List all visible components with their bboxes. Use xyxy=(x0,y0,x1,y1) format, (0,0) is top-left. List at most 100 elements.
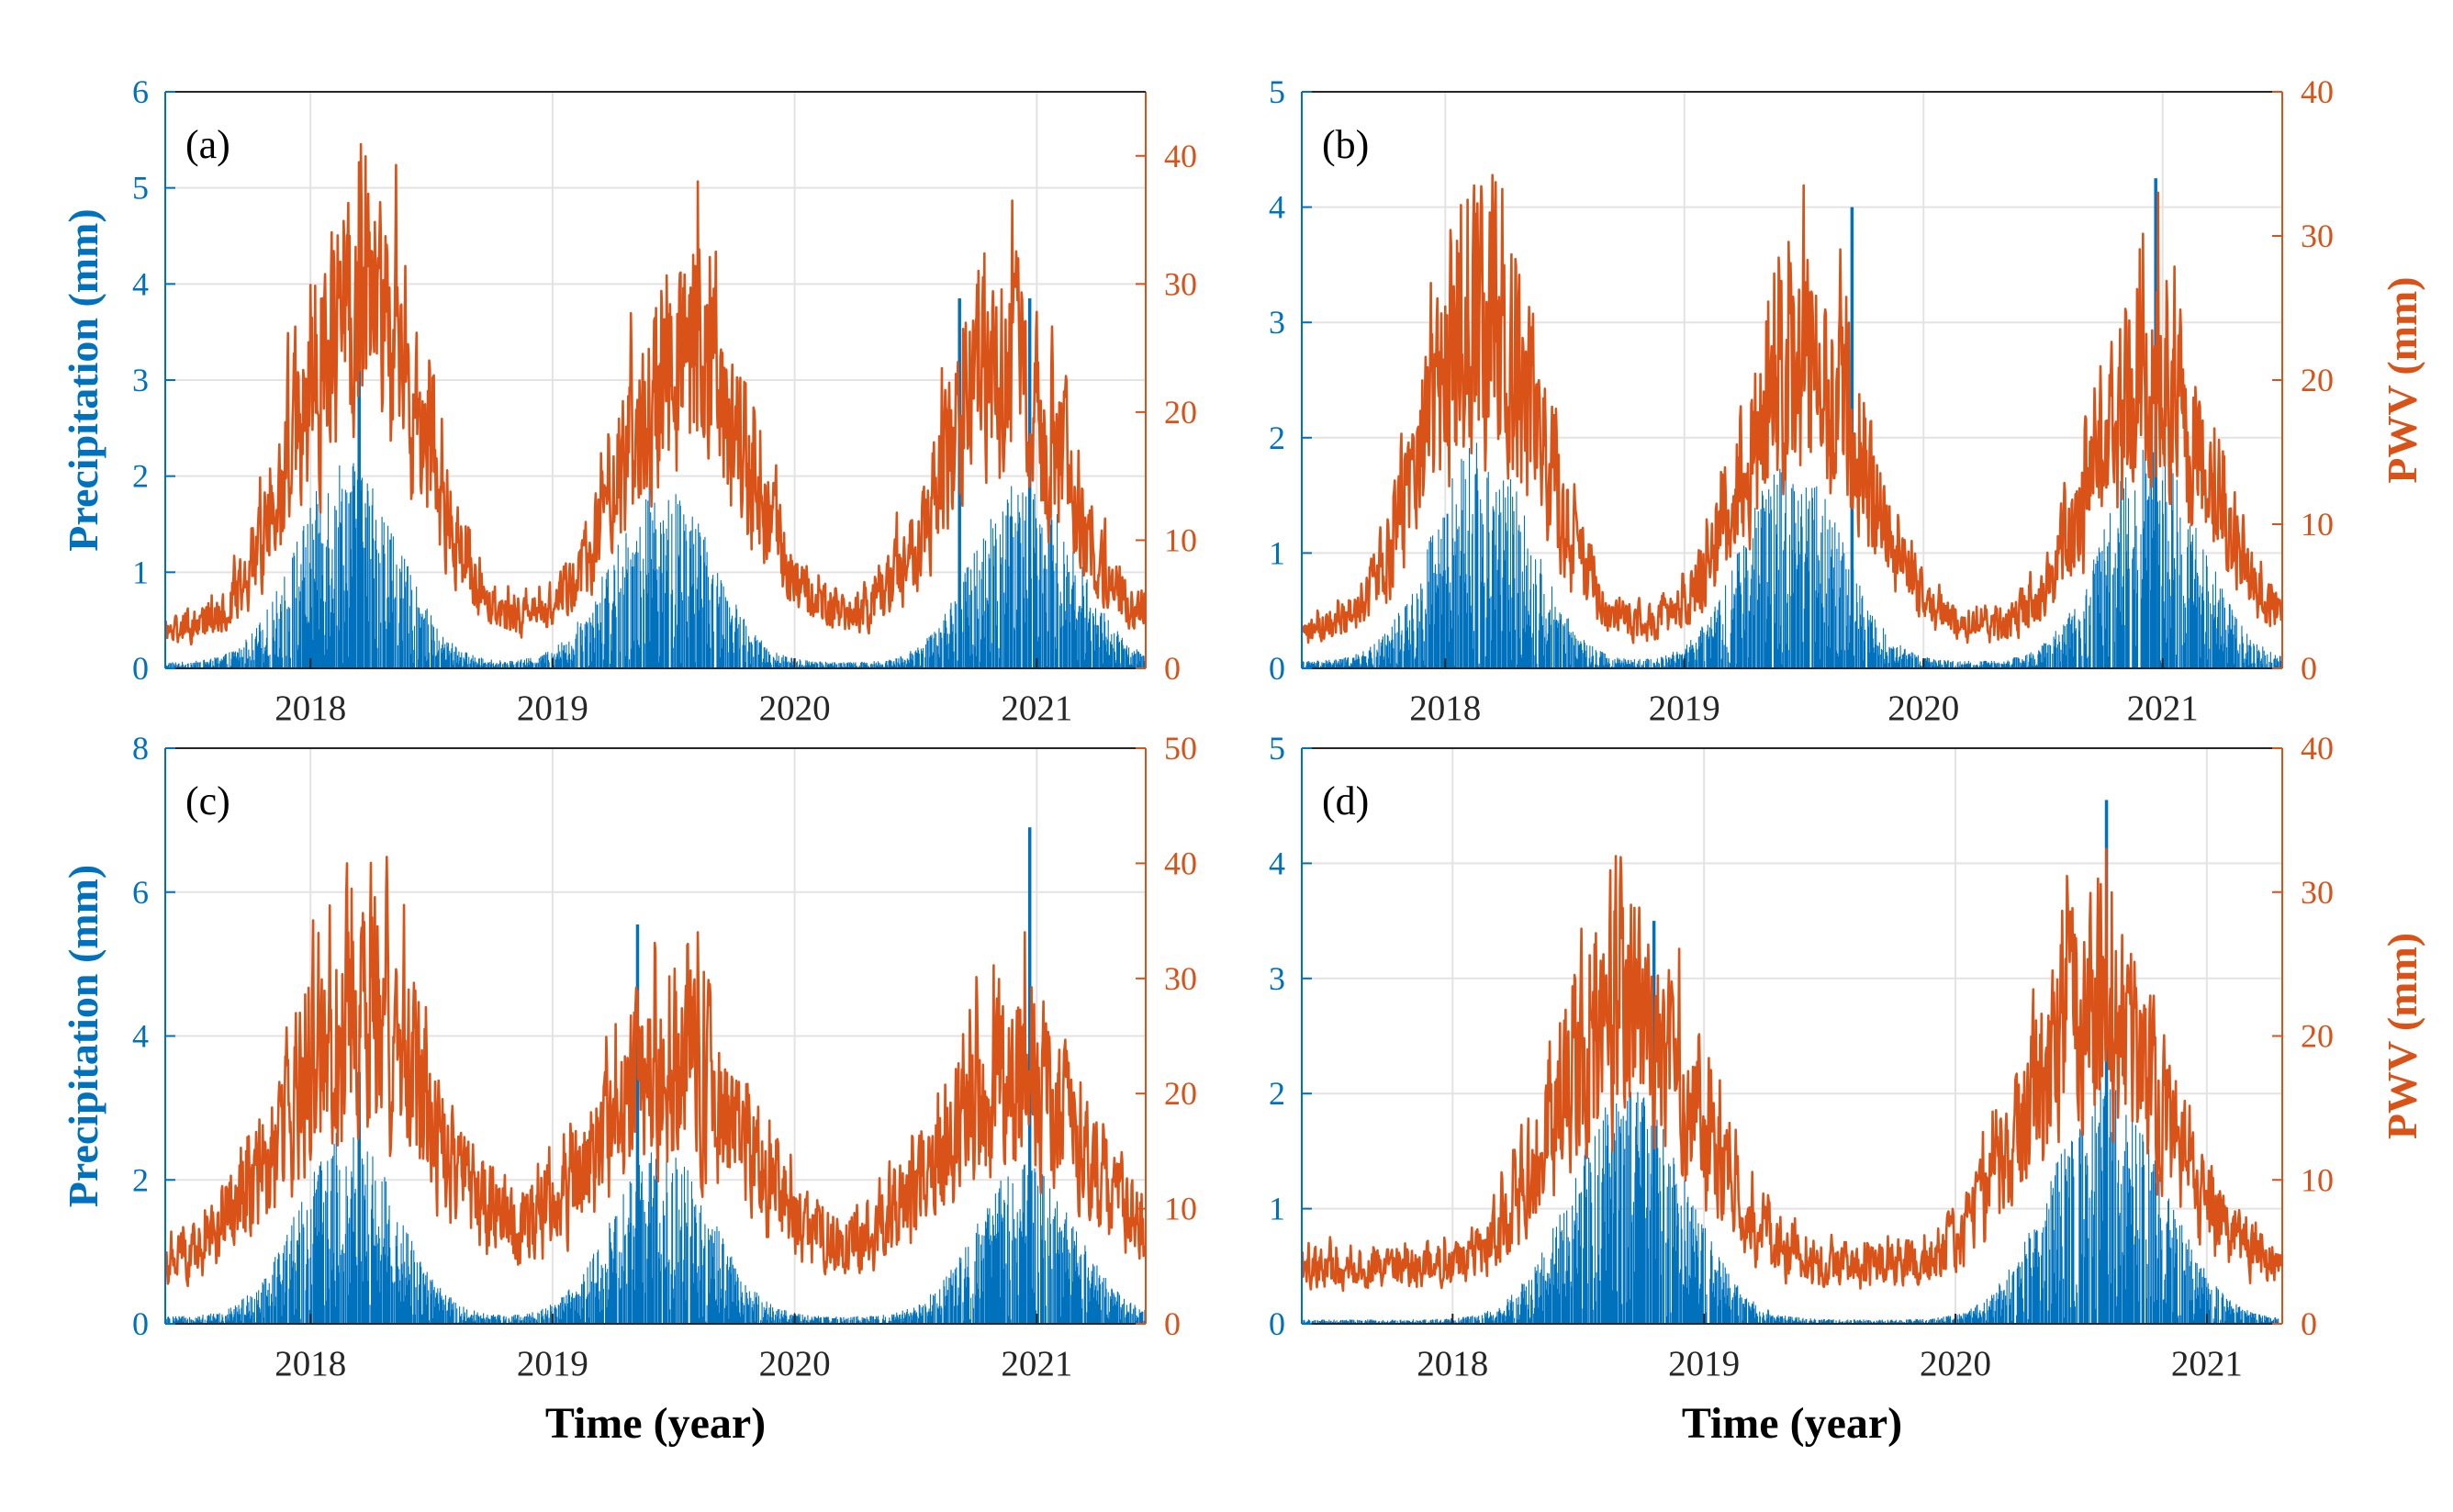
precipitation-bar xyxy=(685,523,687,668)
precipitation-bar xyxy=(1779,625,1782,668)
precipitation-bar xyxy=(2214,617,2216,668)
precipitation-bar xyxy=(730,1273,732,1324)
precipitation-bar xyxy=(627,547,629,668)
precipitation-bar xyxy=(1935,663,1937,668)
precipitation-bar xyxy=(1361,656,1363,668)
precipitation-bar xyxy=(492,1316,494,1324)
precipitation-bar xyxy=(1019,517,1021,668)
precipitation-bar xyxy=(991,1215,994,1324)
precipitation-bar xyxy=(959,1262,961,1324)
precipitation-bar xyxy=(2100,571,2102,668)
precipitation-bar xyxy=(1356,659,1359,668)
precipitation-bar xyxy=(1607,664,1608,668)
precipitation-bar xyxy=(2219,649,2221,668)
precipitation-bar xyxy=(1769,1315,1771,1324)
precipitation-bar xyxy=(1725,1304,1727,1324)
precipitation-bar xyxy=(176,1318,178,1324)
precipitation-bar xyxy=(661,573,663,668)
precipitation-bar xyxy=(319,1166,321,1324)
precipitation-bar xyxy=(1576,658,1578,668)
precipitation-bar xyxy=(1365,662,1368,668)
precipitation-bar xyxy=(1697,636,1699,668)
precipitation-bar xyxy=(233,1309,235,1324)
precipitation-bar xyxy=(1492,1320,1494,1324)
precipitation-bar xyxy=(237,1314,239,1324)
precipitation-bar xyxy=(1594,1136,1596,1324)
x-tick-label: 2019 xyxy=(517,689,588,728)
x-tick-label: 2019 xyxy=(1649,689,1720,728)
precipitation-bar xyxy=(1142,655,1145,668)
precipitation-bar xyxy=(232,1316,234,1324)
precipitation-bar xyxy=(980,1244,982,1324)
precipitation-bar xyxy=(964,1268,966,1324)
precipitation-bar xyxy=(426,1271,428,1324)
precipitation-bar xyxy=(314,1193,316,1324)
precipitation-bar xyxy=(711,1236,712,1324)
precipitation-bar xyxy=(1506,1316,1507,1324)
precipitation-bar xyxy=(184,1317,185,1324)
precipitation-bar xyxy=(982,1291,984,1324)
precipitation-bar xyxy=(1946,1317,1949,1324)
precipitation-bar xyxy=(535,664,537,668)
precipitation-bar xyxy=(559,656,561,668)
precipitation-bar xyxy=(748,642,750,668)
right-tick-label: 0 xyxy=(1164,650,1181,687)
precipitation-bar xyxy=(299,1318,301,1324)
precipitation-bar xyxy=(221,661,223,668)
precipitation-bar xyxy=(1811,487,1813,668)
precipitation-bar xyxy=(633,1237,635,1324)
precipitation-bar xyxy=(344,489,346,668)
precipitation-bar xyxy=(1614,659,1616,668)
precipitation-bar xyxy=(403,1301,405,1324)
precipitation-bar xyxy=(1555,1237,1557,1324)
precipitation-bar xyxy=(791,665,793,668)
precipitation-bar xyxy=(525,666,527,668)
precipitation-bar xyxy=(1103,1277,1104,1324)
precipitation-bar xyxy=(579,626,581,668)
precipitation-bar xyxy=(1563,644,1564,668)
precipitation-bar xyxy=(846,1318,848,1324)
precipitation-bar xyxy=(968,566,969,668)
precipitation-bar xyxy=(780,1314,782,1324)
precipitation-bar xyxy=(902,658,903,668)
precipitation-bar xyxy=(1753,1317,1756,1324)
precipitation-bar xyxy=(2008,1270,2010,1324)
precipitation-bar xyxy=(555,1308,557,1324)
precipitation-bar xyxy=(647,1226,649,1324)
precipitation-bar xyxy=(480,1318,483,1324)
precipitation-bar xyxy=(456,655,459,668)
precipitation-bar xyxy=(1423,660,1425,668)
precipitation-bar xyxy=(1743,630,1745,668)
precipitation-bar xyxy=(698,1317,700,1324)
precipitation-bar xyxy=(232,651,234,668)
precipitation-bar xyxy=(1462,460,1464,668)
precipitation-bar xyxy=(1983,1303,1985,1324)
precipitation-bar xyxy=(1721,640,1723,668)
precipitation-bar xyxy=(1891,1319,1893,1324)
precipitation-bar xyxy=(1550,1283,1551,1324)
precipitation-bar xyxy=(1041,527,1043,668)
precipitation-bar xyxy=(705,1321,707,1324)
precipitation-bar xyxy=(2101,1170,2103,1324)
precipitation-bar xyxy=(892,1315,894,1324)
precipitation-bar xyxy=(340,523,342,668)
precipitation-bar xyxy=(2157,501,2159,668)
precipitation-bar xyxy=(1066,554,1068,668)
precipitation-bar xyxy=(1737,1285,1739,1324)
precipitation-bar xyxy=(1980,1314,1982,1324)
precipitation-bar xyxy=(231,652,233,668)
precipitation-bar xyxy=(729,624,731,668)
precipitation-bar xyxy=(2217,602,2219,668)
precipitation-bar xyxy=(393,1282,395,1324)
precipitation-bar xyxy=(1623,658,1625,668)
precipitation-bar xyxy=(716,586,718,668)
precipitation-bar xyxy=(218,663,220,668)
precipitation-bar xyxy=(1364,1321,1366,1324)
precipitation-bar xyxy=(1350,1319,1351,1324)
precipitation-bar xyxy=(1432,535,1434,668)
precipitation-bar xyxy=(762,1316,765,1324)
precipitation-bar xyxy=(1633,666,1635,668)
precipitation-bar xyxy=(215,1318,218,1324)
precipitation-bar xyxy=(734,617,736,668)
precipitation-bar xyxy=(325,546,327,668)
